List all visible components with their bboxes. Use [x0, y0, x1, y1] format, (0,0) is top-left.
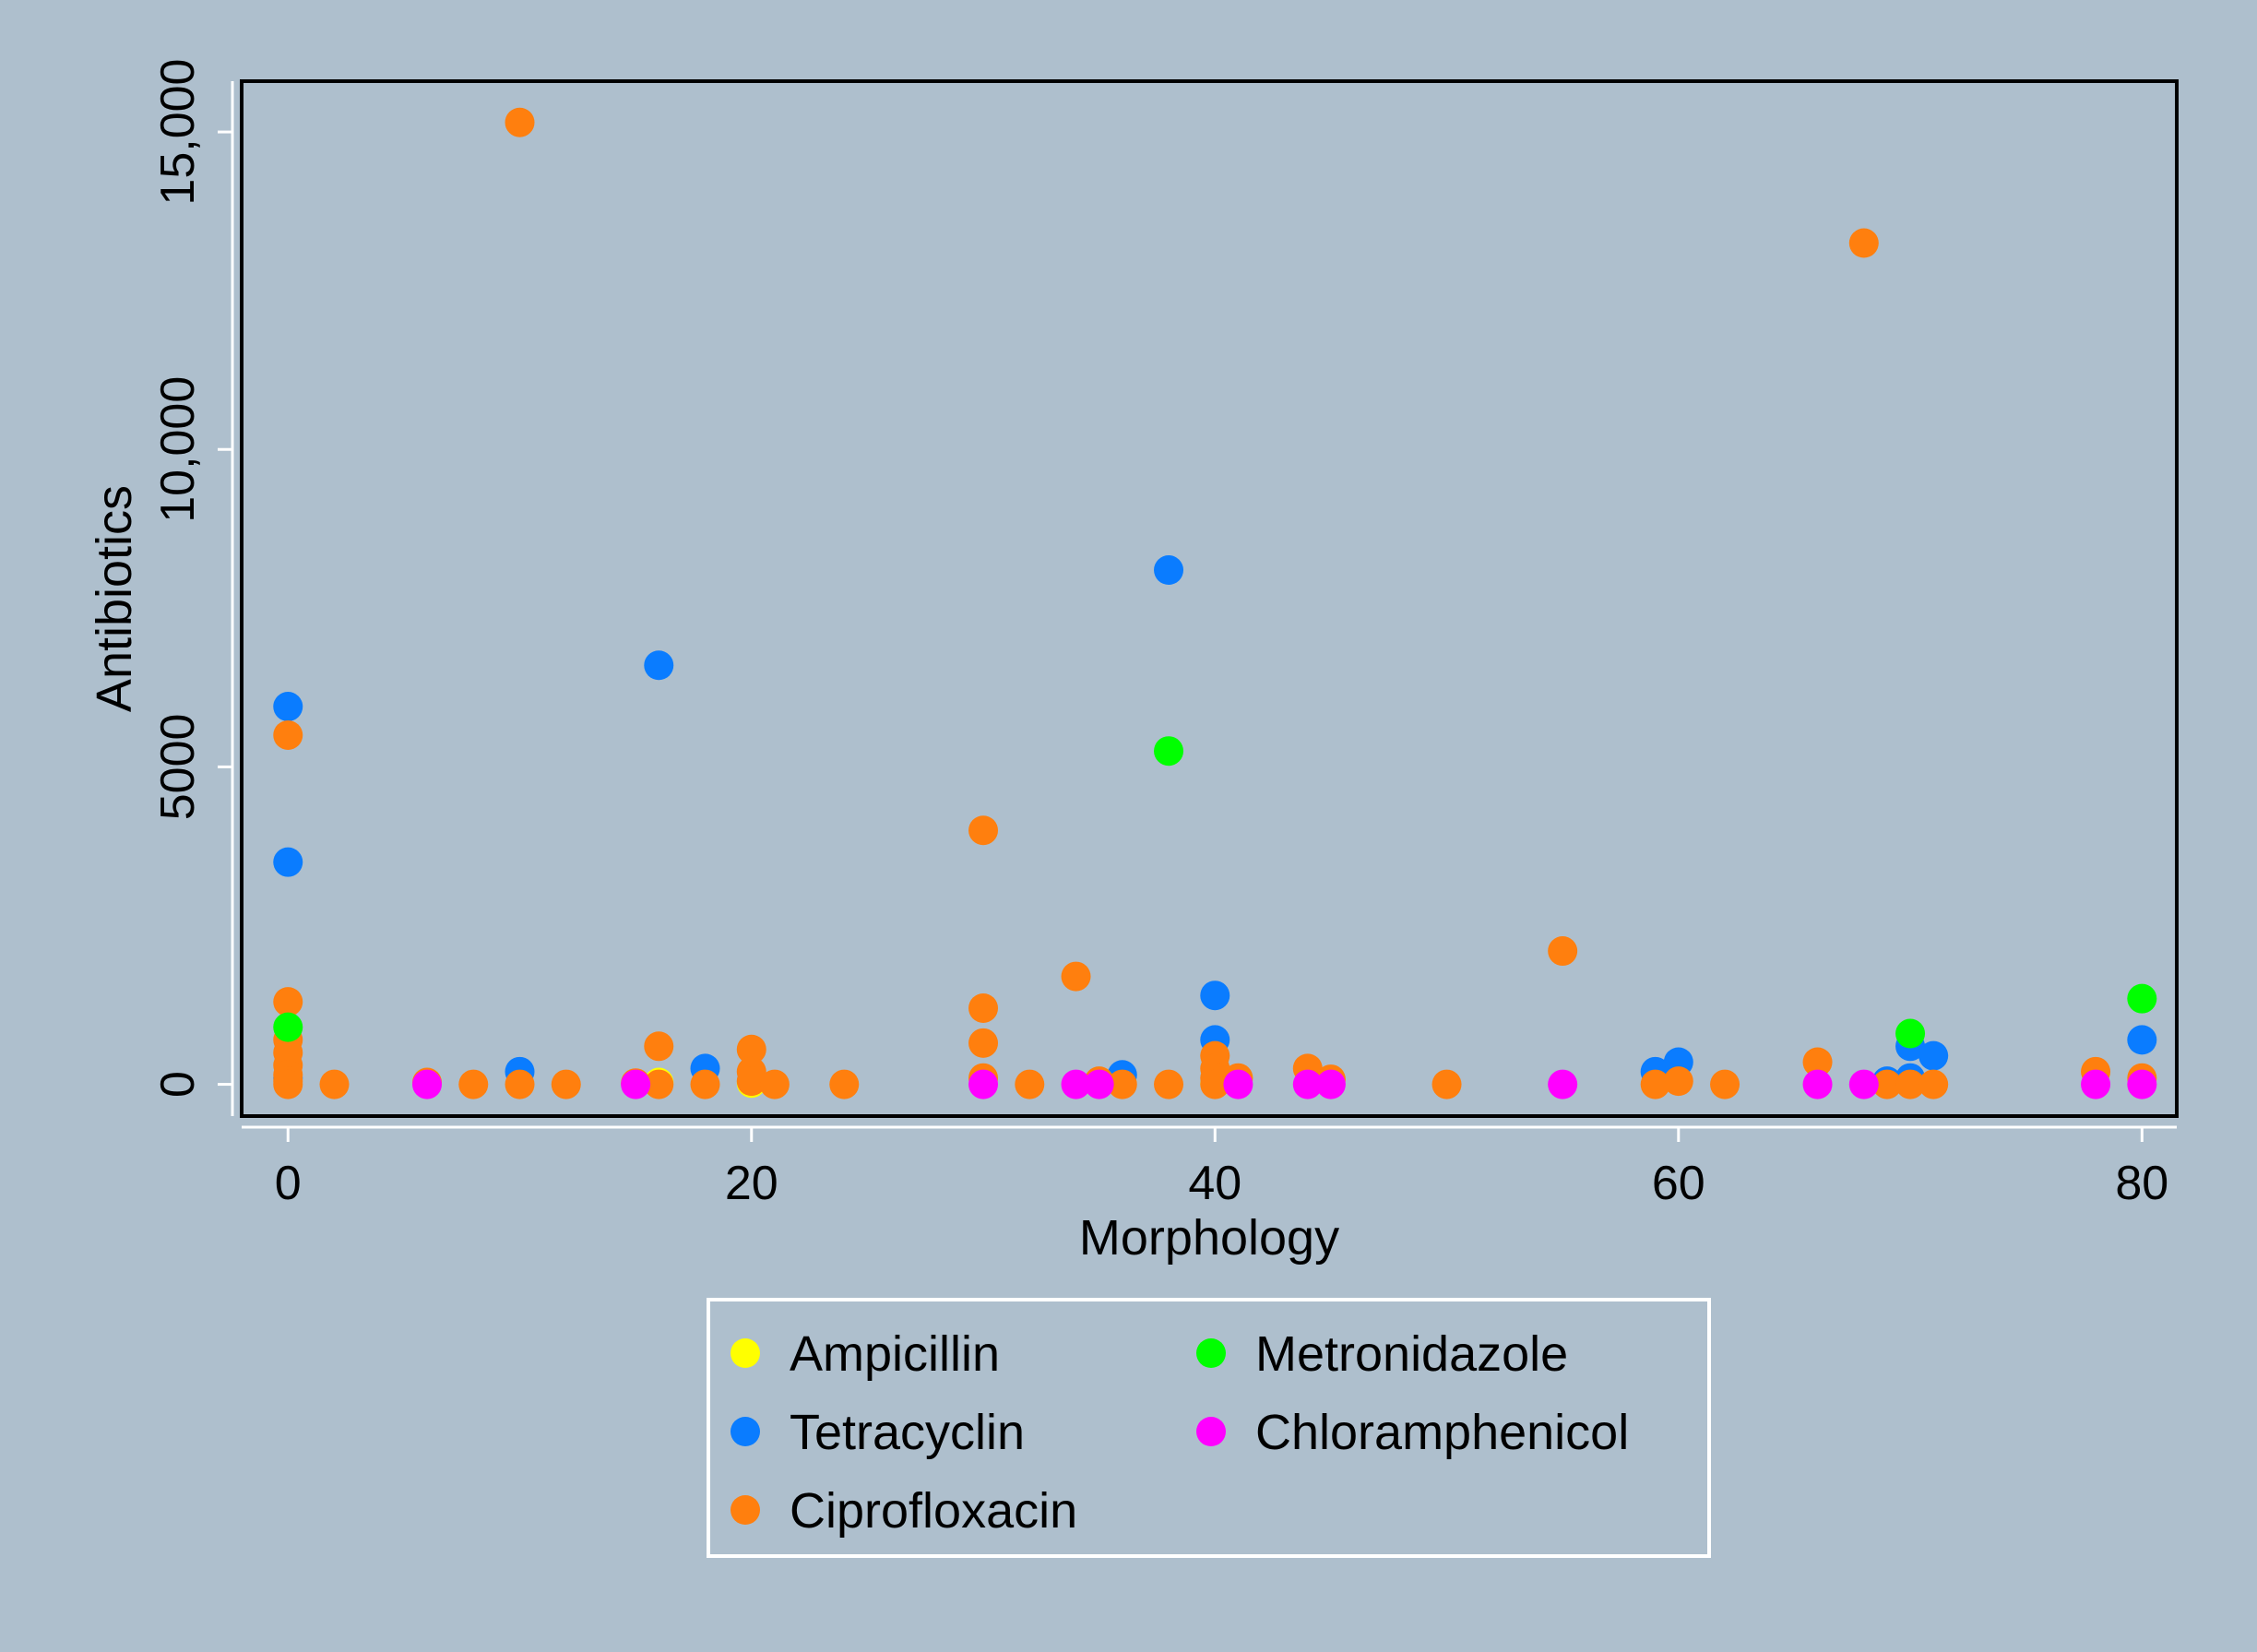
point-chloramphenicol [1802, 1069, 1833, 1099]
x-tick-label: 80 [2115, 1157, 2168, 1210]
axis-ticks: 0 20 40 60 80 0 5000 10,000 15,000 [151, 59, 2168, 1210]
x-tick-label: 0 [275, 1157, 302, 1210]
legend-marker-metronidazole [1196, 1338, 1226, 1368]
point-ciprofloxacin [1871, 1069, 1902, 1099]
y-tick-label: 0 [151, 1071, 205, 1098]
point-ciprofloxacin [458, 1069, 489, 1099]
point-ciprofloxacin [1640, 1069, 1670, 1099]
point-ciprofloxacin [1061, 961, 1091, 992]
y-axis-label: Antibiotics [87, 485, 142, 712]
point-ciprofloxacin [759, 1069, 790, 1099]
point-ciprofloxacin [1200, 1069, 1230, 1099]
point-tetracyclin [1154, 555, 1184, 586]
point-chloramphenicol [1848, 1069, 1879, 1099]
point-chloramphenicol [1084, 1069, 1114, 1099]
legend-marker-chloramphenicol [1196, 1417, 1226, 1446]
data-points [273, 107, 2157, 1099]
point-ciprofloxacin [736, 1034, 766, 1064]
point-chloramphenicol [1315, 1069, 1346, 1099]
y-tick-label: 10,000 [151, 376, 205, 523]
axes: 0 20 40 60 80 0 5000 10,000 15,000 Morphology An… [87, 59, 2177, 1266]
point-metronidazole [2127, 983, 2157, 1014]
point-ciprofloxacin [1802, 1047, 1833, 1077]
legend-label-ampicillin: Ampicillin [790, 1326, 1000, 1382]
point-chloramphenicol [1548, 1069, 1578, 1099]
legend-items: Ampicillin Tetracyclin Ciprofloxacin Metron… [731, 1326, 1629, 1539]
series-metronidazole [273, 736, 2157, 1049]
x-axis-label: Morphology [1079, 1210, 1339, 1266]
point-tetracyclin [273, 847, 303, 877]
legend-label-ciprofloxacin: Ciprofloxacin [790, 1483, 1077, 1539]
point-ciprofloxacin [968, 815, 999, 846]
point-chloramphenicol [1061, 1069, 1091, 1099]
point-ciprofloxacin [1918, 1069, 1949, 1099]
point-ciprofloxacin [505, 107, 535, 137]
point-tetracyclin [273, 692, 303, 722]
legend-label-metronidazole: Metronidazole [1255, 1326, 1568, 1382]
plot-area [240, 79, 2179, 1118]
point-tetracyclin [1918, 1040, 1949, 1071]
point-ciprofloxacin [1710, 1069, 1740, 1099]
point-ciprofloxacin [273, 719, 303, 750]
point-chloramphenicol [2081, 1069, 2111, 1099]
point-ciprofloxacin [1015, 1069, 1045, 1099]
point-ciprofloxacin [690, 1069, 720, 1099]
point-chloramphenicol [1292, 1069, 1323, 1099]
legend-label-tetracyclin: Tetracyclin [790, 1405, 1025, 1460]
point-tetracyclin [2127, 1025, 2157, 1055]
legend-marker-ampicillin [731, 1338, 760, 1368]
point-ciprofloxacin [505, 1069, 535, 1099]
point-ciprofloxacin [968, 992, 999, 1023]
point-ciprofloxacin [273, 1069, 303, 1099]
point-chloramphenicol [621, 1069, 651, 1099]
y-tick-label: 15,000 [151, 59, 205, 206]
point-chloramphenicol [2127, 1069, 2157, 1099]
point-ciprofloxacin [1107, 1069, 1137, 1099]
legend-marker-tetracyclin [731, 1417, 760, 1446]
point-metronidazole [1895, 1018, 1926, 1049]
point-ciprofloxacin [273, 987, 303, 1017]
point-tetracyclin [644, 650, 674, 681]
point-chloramphenicol [412, 1069, 443, 1099]
point-chloramphenicol [1223, 1069, 1253, 1099]
point-ciprofloxacin [1548, 936, 1578, 967]
point-ciprofloxacin [736, 1066, 766, 1097]
y-tick-label: 5000 [151, 714, 205, 821]
legend-label-chloramphenicol: Chloramphenicol [1255, 1405, 1629, 1460]
point-ciprofloxacin [1848, 228, 1879, 258]
point-ciprofloxacin [1663, 1066, 1693, 1097]
point-ciprofloxacin [644, 1031, 674, 1062]
point-chloramphenicol [968, 1069, 999, 1099]
point-metronidazole [1154, 736, 1184, 767]
point-ciprofloxacin [319, 1069, 350, 1099]
series-chloramphenicol [412, 1069, 2157, 1099]
legend-box [707, 1298, 1711, 1558]
point-ciprofloxacin [1895, 1069, 1926, 1099]
point-ciprofloxacin [829, 1069, 860, 1099]
point-ciprofloxacin [968, 1028, 999, 1058]
x-tick-label: 60 [1652, 1157, 1705, 1210]
x-tick-label: 20 [725, 1157, 778, 1210]
point-ciprofloxacin [1154, 1069, 1184, 1099]
plot-border [240, 79, 2179, 1118]
point-ciprofloxacin [644, 1069, 674, 1099]
legend: Ampicillin Tetracyclin Ciprofloxacin Metron… [707, 1298, 1711, 1558]
legend-marker-ciprofloxacin [731, 1495, 760, 1525]
point-metronidazole [273, 1012, 303, 1042]
point-ciprofloxacin [1431, 1069, 1462, 1099]
point-tetracyclin [1200, 981, 1230, 1011]
point-ciprofloxacin [551, 1069, 581, 1099]
x-tick-label: 40 [1188, 1157, 1241, 1210]
